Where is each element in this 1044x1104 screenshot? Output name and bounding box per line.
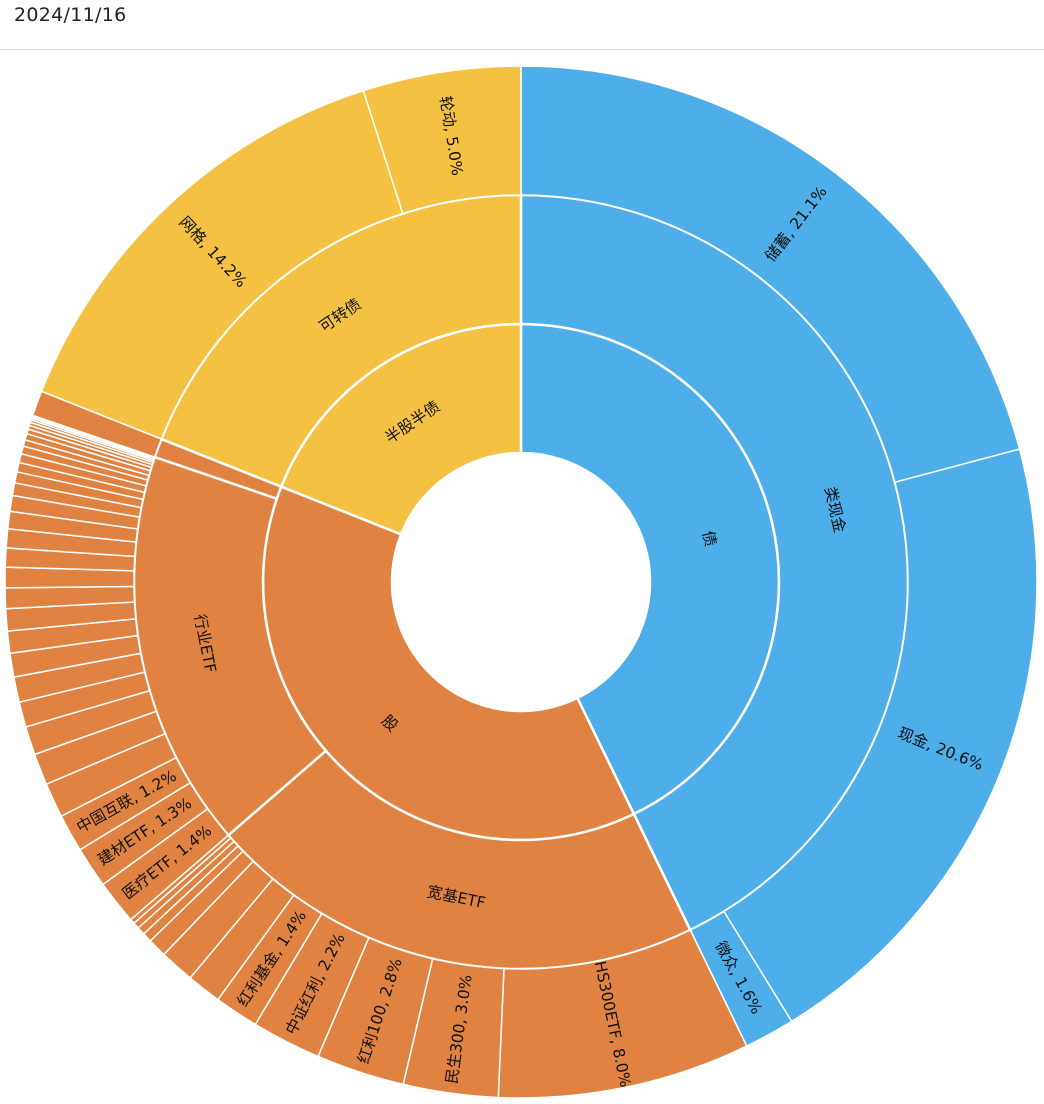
- sunburst-segment-l3-轮动: [362, 65, 522, 215]
- sunburst-segment-l3-储蓄: [520, 65, 1021, 484]
- header-bar: 2024/11/16: [0, 0, 1044, 50]
- sunburst-label-l1-债: 债: [699, 529, 720, 548]
- date-label: 2024/11/16: [14, 4, 127, 26]
